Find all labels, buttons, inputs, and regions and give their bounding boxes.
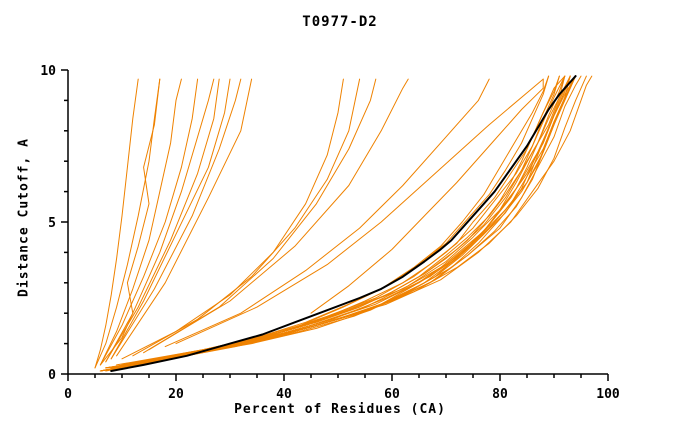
y-tick-label: 0 xyxy=(48,368,56,383)
model-curve xyxy=(175,78,544,345)
model-curve xyxy=(110,75,577,369)
model-curve xyxy=(99,78,182,366)
x-axis-label: Percent of Residues (CA) xyxy=(234,402,446,417)
model-curve xyxy=(99,78,199,366)
model-curve xyxy=(110,78,242,360)
model-curve xyxy=(105,75,566,369)
model-curve xyxy=(110,75,571,369)
model-curve xyxy=(105,75,571,369)
model-curve xyxy=(105,75,571,372)
model-curve xyxy=(105,78,220,363)
model-curve xyxy=(126,75,593,366)
chart-title: T0977-D2 xyxy=(302,14,378,30)
model-curve xyxy=(110,78,231,360)
x-tick-label: 20 xyxy=(168,387,184,402)
model-curve xyxy=(105,75,571,369)
model-curve xyxy=(110,75,571,369)
best-model-curve xyxy=(110,75,577,372)
model-curve xyxy=(164,78,490,348)
model-curve xyxy=(94,78,139,369)
y-axis-label: Distance Cutoff, A xyxy=(16,138,32,297)
model-curve xyxy=(116,75,577,366)
x-tick-label: 0 xyxy=(64,387,72,402)
model-curve xyxy=(132,78,361,357)
model-curve xyxy=(116,75,577,369)
model-curve xyxy=(94,78,161,369)
model-curve xyxy=(116,78,253,357)
model-curve xyxy=(110,75,577,369)
model-curve xyxy=(148,78,409,351)
x-tick-label: 60 xyxy=(384,387,400,402)
model-curve xyxy=(310,78,544,314)
y-tick-label: 5 xyxy=(48,216,56,231)
x-tick-label: 40 xyxy=(276,387,292,402)
y-tick-label: 10 xyxy=(40,64,56,79)
x-tick-label: 100 xyxy=(596,387,620,402)
model-curve xyxy=(121,78,344,360)
x-tick-label: 80 xyxy=(492,387,508,402)
model-curve xyxy=(121,75,587,366)
model-curve xyxy=(99,78,161,366)
